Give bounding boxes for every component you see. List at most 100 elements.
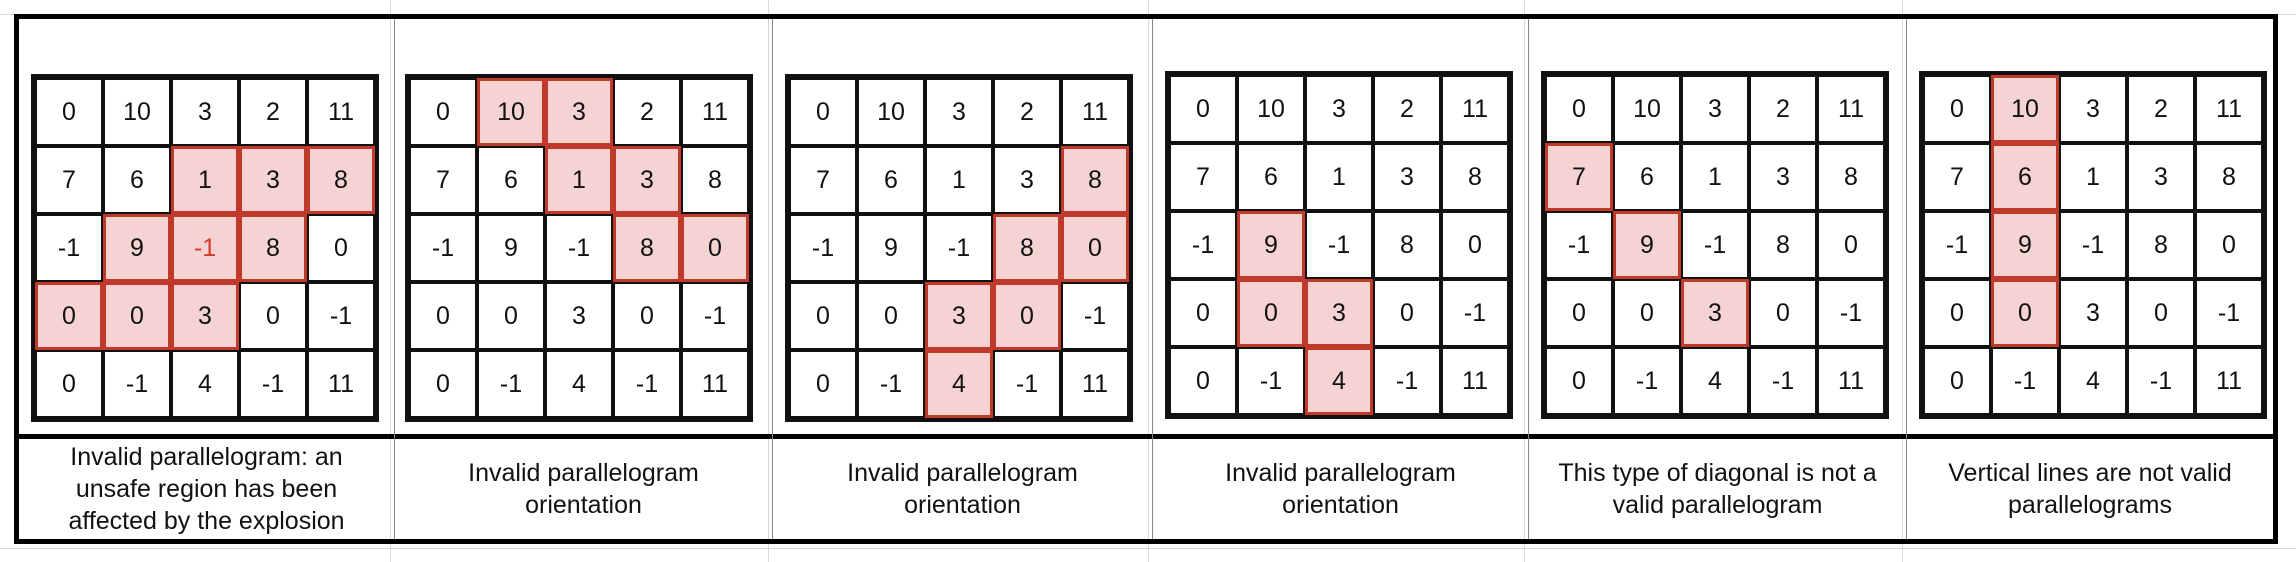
grid-cell: 8: [1817, 143, 1885, 211]
grid-cell: 3: [1749, 143, 1817, 211]
grid-cell: 0: [1545, 75, 1613, 143]
grid-cell: 2: [993, 78, 1061, 146]
number-grid: 0 10 3 2 11 7 6 1 3 8 -1 9 -1 8 0 0 0 3 0 -1 0 -1 4 -1 11: [785, 74, 1133, 422]
panel-caption: This type of diagonal is not a valid par…: [1529, 434, 1906, 539]
grid-cell: 10: [103, 78, 171, 146]
grid-cell: -1: [2195, 279, 2263, 347]
highlighted-cell: 0: [681, 214, 749, 282]
grid-cell: 9: [857, 214, 925, 282]
grid-area: 0 10 3 2 11 7 6 1 3 8 -1 9 -1 8 0 0 0 3 0 -1 0 -1 4 -1 11: [1907, 19, 2273, 434]
grid-cell: -1: [307, 282, 375, 350]
highlighted-cell: 0: [35, 282, 103, 350]
grid-cell: 2: [613, 78, 681, 146]
grid-cell: 0: [239, 282, 307, 350]
grid-area: 0 10 3 2 11 7 6 1 3 8 -1 9 -1 8 0 0 0 3 0 -1 0 -1 4 -1 11: [395, 19, 772, 434]
highlighted-cell: 9: [103, 214, 171, 282]
grid-cell: 0: [1749, 279, 1817, 347]
grid-cell: 0: [1923, 75, 1991, 143]
grid-cell: -1: [613, 350, 681, 418]
grid-cell: -1: [477, 350, 545, 418]
grid-cell: 0: [1169, 75, 1237, 143]
grid-cell: 4: [2059, 347, 2127, 415]
grid-cell: 11: [1441, 75, 1509, 143]
grid-cell: 0: [35, 78, 103, 146]
grid-area: 0 10 3 2 11 7 6 1 3 8 -1 9 -1 8 0 0 0 3 0 -1 0 -1 4 -1 11: [1153, 19, 1528, 434]
grid-cell: -1: [1305, 211, 1373, 279]
highlighted-cell: 3: [239, 146, 307, 214]
grid-cell: 0: [2127, 279, 2195, 347]
highlighted-cell: 3: [1681, 279, 1749, 347]
highlighted-cell: 0: [993, 282, 1061, 350]
grid-cell: 6: [477, 146, 545, 214]
grid-cell: 3: [925, 78, 993, 146]
number-grid: 0 10 3 2 11 7 6 1 3 8 -1 9 -1 8 0 0 0 3 0 -1 0 -1 4 -1 11: [31, 74, 379, 422]
grid-cell: -1: [1373, 347, 1441, 415]
panel-caption: Invalid parallelogram orientation: [1153, 434, 1528, 539]
grid-cell: 1: [2059, 143, 2127, 211]
grid-cell: 11: [2195, 75, 2263, 143]
grid-cell: -1: [1923, 211, 1991, 279]
grid-cell: -1: [1613, 347, 1681, 415]
grid-cell: 6: [1613, 143, 1681, 211]
grid-cell: -1: [857, 350, 925, 418]
grid-cell: 0: [1817, 211, 1885, 279]
grid-cell: 8: [1373, 211, 1441, 279]
grid-cell: 3: [545, 282, 613, 350]
highlighted-cell: 8: [1061, 146, 1129, 214]
highlighted-cell: 9: [1991, 211, 2059, 279]
grid-cell: 6: [103, 146, 171, 214]
grid-cell: 7: [1169, 143, 1237, 211]
grid-cell: -1: [925, 214, 993, 282]
grid-cell: 7: [789, 146, 857, 214]
grid-cell: -1: [1441, 279, 1509, 347]
grid-cell: 0: [789, 282, 857, 350]
grid-cell: 0: [2195, 211, 2263, 279]
grid-area: 0 10 3 2 11 7 6 1 3 8 -1 9 -1 8 0 0 0 3 0 -1 0 -1 4 -1 11: [773, 19, 1152, 434]
grid-cell: 0: [409, 78, 477, 146]
grid-cell: 11: [2195, 347, 2263, 415]
grid-cell: 8: [2195, 143, 2263, 211]
grid-cell: 8: [1749, 211, 1817, 279]
grid-cell: 1: [1305, 143, 1373, 211]
highlighted-cell: 7: [1545, 143, 1613, 211]
grid-cell: -1: [239, 350, 307, 418]
grid-cell: 7: [35, 146, 103, 214]
grid-cell: 3: [2127, 143, 2195, 211]
grid-cell: 11: [307, 78, 375, 146]
grid-cell: 0: [1169, 347, 1237, 415]
number-grid: 0 10 3 2 11 7 6 1 3 8 -1 9 -1 8 0 0 0 3 0 -1 0 -1 4 -1 11: [1541, 71, 1889, 419]
grid-cell: -1: [2059, 211, 2127, 279]
highlighted-cell: 1: [171, 146, 239, 214]
diagram-table: 0 10 3 2 11 7 6 1 3 8 -1 9 -1 8 0 0 0 3 0 -1 0 -1 4 -1 11 Invalid…: [14, 14, 2278, 544]
highlighted-cell: 6: [1991, 143, 2059, 211]
grid-cell: 11: [1061, 350, 1129, 418]
grid-cell: -1: [103, 350, 171, 418]
highlighted-cell: 0: [1061, 214, 1129, 282]
grid-cell: 0: [409, 350, 477, 418]
highlighted-cell: 8: [993, 214, 1061, 282]
grid-cell: -1: [1061, 282, 1129, 350]
grid-cell: -1: [1169, 211, 1237, 279]
grid-cell: 8: [1441, 143, 1509, 211]
panel-3: 0 10 3 2 11 7 6 1 3 8 -1 9 -1 8 0 0 0 3 0 -1 0 -1 4 -1 11 Invalid…: [773, 19, 1153, 539]
grid-cell: 6: [857, 146, 925, 214]
grid-cell: 3: [1681, 75, 1749, 143]
highlighted-cell: 3: [1305, 279, 1373, 347]
grid-cell: 0: [1613, 279, 1681, 347]
grid-cell: 0: [613, 282, 681, 350]
panel-6: 0 10 3 2 11 7 6 1 3 8 -1 9 -1 8 0 0 0 3 0 -1 0 -1 4 -1 11 Vertica…: [1907, 19, 2273, 539]
highlighted-cell: 8: [613, 214, 681, 282]
grid-cell: 11: [307, 350, 375, 418]
grid-cell: 0: [1545, 279, 1613, 347]
highlighted-cell: 4: [1305, 347, 1373, 415]
grid-cell: -1: [1237, 347, 1305, 415]
grid-cell: 3: [171, 78, 239, 146]
grid-cell: 2: [2127, 75, 2195, 143]
panel-5: 0 10 3 2 11 7 6 1 3 8 -1 9 -1 8 0 0 0 3 0 -1 0 -1 4 -1 11 This ty…: [1529, 19, 1907, 539]
grid-cell: 0: [477, 282, 545, 350]
highlighted-cell: 3: [545, 78, 613, 146]
grid-cell: -1: [545, 214, 613, 282]
grid-cell: 0: [307, 214, 375, 282]
highlighted-cell: 4: [925, 350, 993, 418]
grid-cell: 3: [2059, 279, 2127, 347]
